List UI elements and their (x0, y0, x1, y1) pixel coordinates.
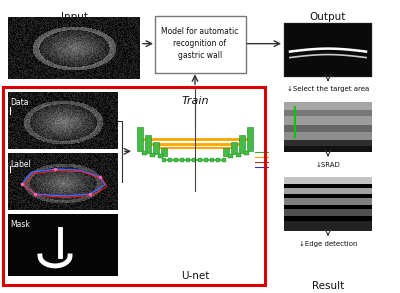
Text: Result: Result (312, 281, 344, 291)
Bar (231, 142, 237, 154)
Bar (161, 148, 167, 156)
Bar (244, 151, 248, 155)
Bar (284, 216, 372, 221)
Bar (284, 221, 372, 231)
Bar (145, 135, 151, 153)
Bar (284, 23, 372, 77)
Bar (284, 177, 372, 231)
Bar (186, 158, 190, 162)
Text: Label: Label (10, 160, 31, 169)
Bar (210, 158, 214, 162)
Bar (8, 92, 118, 149)
Bar (239, 135, 245, 153)
FancyBboxPatch shape (154, 16, 246, 73)
Bar (284, 102, 372, 110)
Bar (8, 18, 140, 79)
Bar (192, 158, 196, 162)
Text: ↓Edge detection: ↓Edge detection (299, 241, 357, 247)
Bar (8, 214, 118, 276)
Bar (284, 125, 372, 132)
Bar (142, 151, 146, 155)
Bar (284, 188, 372, 195)
Text: ↓SRAD: ↓SRAD (316, 162, 340, 168)
Bar (284, 132, 372, 140)
Bar (223, 148, 229, 156)
Text: Input: Input (60, 12, 88, 22)
Bar (284, 209, 372, 216)
Bar (216, 158, 220, 162)
Bar (284, 116, 372, 125)
Bar (284, 177, 372, 183)
Bar (228, 154, 232, 158)
Bar (284, 205, 372, 209)
Bar (284, 110, 372, 116)
Bar (162, 158, 166, 162)
Bar (284, 146, 372, 152)
Text: Train: Train (181, 96, 209, 106)
Text: U-net: U-net (181, 271, 209, 281)
Bar (284, 102, 372, 152)
Text: Mask: Mask (10, 220, 30, 229)
Bar (284, 183, 372, 188)
Bar (150, 153, 154, 157)
Bar (8, 154, 118, 210)
Bar (174, 158, 178, 162)
Bar (137, 127, 143, 151)
Bar (284, 140, 372, 146)
Bar (180, 158, 184, 162)
Text: ↓Select the target area: ↓Select the target area (287, 86, 369, 92)
Bar (284, 195, 372, 198)
Text: Model for automatic
recognition of
gastric wall: Model for automatic recognition of gastr… (161, 27, 239, 60)
Bar (222, 158, 226, 162)
Text: Data: Data (10, 98, 28, 107)
Bar (153, 142, 159, 154)
Bar (198, 158, 202, 162)
Bar (158, 154, 162, 158)
Bar (168, 158, 172, 162)
Bar (247, 127, 253, 151)
Bar (236, 153, 240, 157)
Bar (204, 158, 208, 162)
Text: Output: Output (310, 12, 346, 22)
Bar (284, 198, 372, 205)
Bar (3, 87, 265, 285)
